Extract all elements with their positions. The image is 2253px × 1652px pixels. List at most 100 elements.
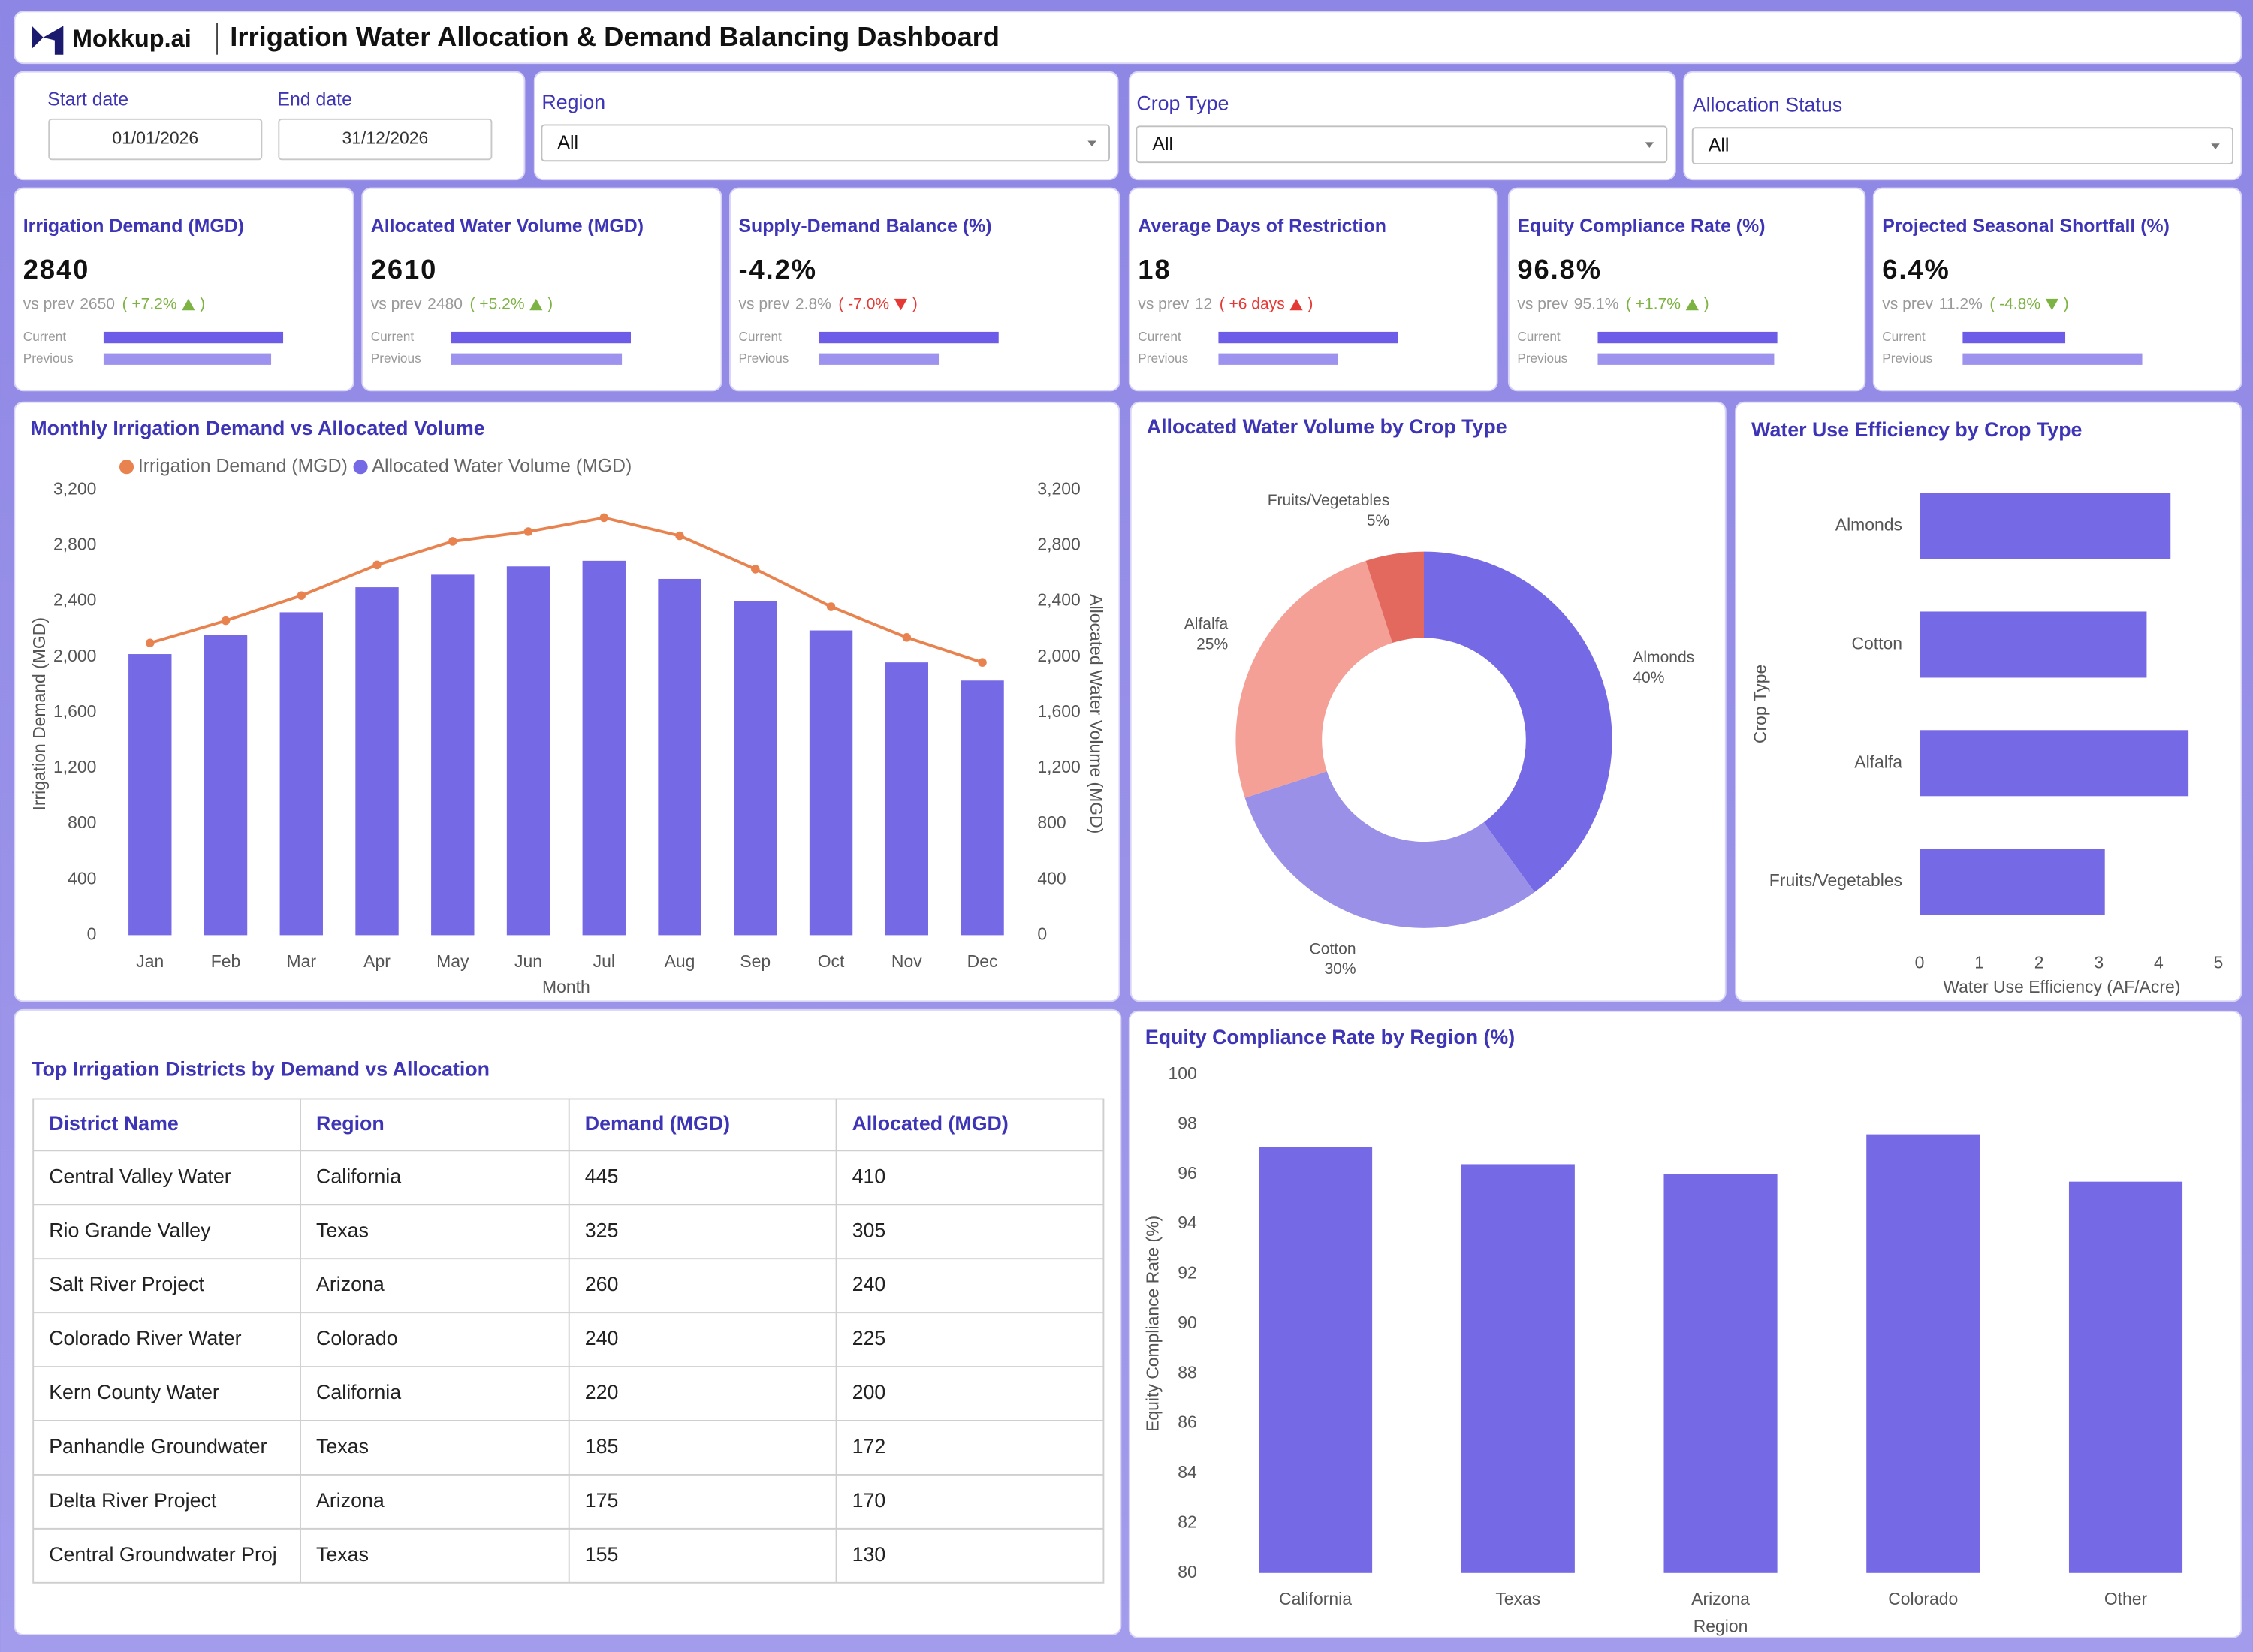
change-value: +6 days <box>1229 295 1284 312</box>
y-tick-label: 3,200 <box>53 478 96 498</box>
pie-slice <box>1244 771 1535 928</box>
x-tick-label: Jan <box>136 951 164 971</box>
kpi-bar-label: Current <box>1517 329 1561 344</box>
axis-title: Allocated Water Volume (MGD) <box>1087 594 1106 834</box>
table-cell: 130 <box>852 1543 886 1566</box>
kpi-compare: vs prev 95.1% (+1.7% <box>1517 295 1681 312</box>
y-tick-label: 1,200 <box>53 757 96 776</box>
y-tick-label: 92 <box>1178 1263 1197 1283</box>
table-header: Demand (MGD) <box>585 1112 730 1135</box>
bar <box>1920 730 2189 797</box>
kpi-bar <box>1218 331 1398 344</box>
change-bracket: ( <box>122 295 128 312</box>
axis-title: Crop Type <box>1751 665 1770 743</box>
bar <box>1866 1134 1980 1573</box>
table-cell: Central Groundwater Proj <box>49 1543 276 1566</box>
table-cell: Arizona <box>316 1273 385 1295</box>
y-tick-label: 86 <box>1178 1412 1197 1432</box>
prev-value: 2650 <box>80 295 115 312</box>
kpi-bar <box>819 353 940 365</box>
x-tick-label: Colorado <box>1888 1589 1958 1608</box>
change-bracket: ) <box>547 295 553 312</box>
y-tick-label: 400 <box>68 868 96 888</box>
kpi-bar-label: Previous <box>1138 351 1188 366</box>
table-cell: 445 <box>585 1165 619 1187</box>
change-bracket: ( <box>838 295 843 312</box>
table-cell: California <box>316 1381 401 1403</box>
kpi-compare: vs prev 2.8% (-7.0% <box>738 295 889 312</box>
card <box>14 1008 1122 1635</box>
x-tick-label: Dec <box>967 951 998 971</box>
line <box>149 516 983 664</box>
legend-label: Irrigation Demand (MGD) <box>138 455 348 476</box>
x-axis-title: Region <box>1694 1617 1748 1636</box>
change-value: +7.2% <box>131 295 176 312</box>
x-tick-label: 0 <box>1915 953 1925 972</box>
prev-prefix: vs prev <box>371 295 422 312</box>
y-tick-label: 2,800 <box>53 535 96 554</box>
kpi-value: 18 <box>1138 254 1171 285</box>
x-tick-label: Oct <box>818 951 845 971</box>
table-cell: Salt River Project <box>49 1273 204 1295</box>
prev-value: 95.1% <box>1574 295 1619 312</box>
x-tick-label: 2 <box>2034 953 2044 972</box>
bar <box>506 566 550 936</box>
y-tick-label: Alfalfa <box>1854 752 1902 771</box>
x-tick-label: Feb <box>211 951 241 971</box>
change-bracket: ) <box>2064 295 2069 312</box>
table-cell: 240 <box>852 1273 886 1295</box>
table-cell: 200 <box>852 1381 886 1403</box>
table-cell: 410 <box>852 1165 886 1187</box>
x-tick-label: Texas <box>1495 1589 1540 1608</box>
kpi-title: Average Days of Restriction <box>1138 216 1386 237</box>
legend-marker <box>119 460 134 475</box>
y-tick-label: 2,400 <box>53 590 96 610</box>
y-tick-label: 90 <box>1178 1313 1197 1332</box>
y2-tick-label: 400 <box>1037 868 1066 888</box>
y-tick-label: 100 <box>1168 1063 1196 1083</box>
filter-value: All <box>1152 134 1173 155</box>
date-input <box>278 118 493 161</box>
y2-tick-label: 3,200 <box>1037 478 1080 498</box>
y-tick-label: 1,600 <box>53 701 96 721</box>
x-tick-label: Jul <box>593 951 615 971</box>
dashboard-title: Irrigation Water Allocation & Demand Bal… <box>230 21 1000 52</box>
pie-slice <box>1424 551 1612 892</box>
line-point <box>675 531 684 541</box>
kpi-title: Projected Seasonal Shortfall (%) <box>1882 216 2170 237</box>
y2-tick-label: 800 <box>1037 812 1066 832</box>
y-tick-label: 98 <box>1178 1113 1197 1132</box>
bar <box>961 680 1004 936</box>
y-tick-label: Cotton <box>1851 634 1902 653</box>
bar <box>1663 1174 1778 1573</box>
kpi-compare: vs prev 2650 (+7.2% <box>23 295 177 312</box>
line-point <box>448 537 457 546</box>
x-axis-title: Month <box>542 977 590 996</box>
table-cell: 225 <box>852 1327 886 1349</box>
trend-arrow <box>1289 298 1303 311</box>
table-cell: California <box>316 1165 401 1187</box>
card <box>14 11 2242 65</box>
kpi-value: 6.4% <box>1882 254 1950 285</box>
table-cell: Texas <box>316 1219 369 1241</box>
table-cell: 172 <box>852 1435 886 1458</box>
y-tick-label: 0 <box>87 924 97 943</box>
table-cell: Colorado <box>316 1327 398 1349</box>
bar <box>431 574 475 936</box>
filter-value: All <box>557 132 578 153</box>
bar <box>1259 1147 1373 1573</box>
chart-title: Water Use Efficiency by Crop Type <box>1751 418 2082 441</box>
change-bracket: ( <box>1626 295 1631 312</box>
y2-tick-label: 1,200 <box>1037 757 1080 776</box>
kpi-bar-label: Previous <box>371 351 421 366</box>
x-tick-label: Sep <box>740 951 771 971</box>
x-tick-label: May <box>436 951 469 971</box>
bar <box>1920 611 2147 678</box>
slice-label: Almonds <box>1633 649 1694 666</box>
kpi-bar <box>1962 331 2066 344</box>
kpi-bar-label: Previous <box>1517 351 1567 366</box>
prev-value: 2.8% <box>795 295 831 312</box>
kpi-bar <box>103 353 272 365</box>
table-cell: 260 <box>585 1273 619 1295</box>
